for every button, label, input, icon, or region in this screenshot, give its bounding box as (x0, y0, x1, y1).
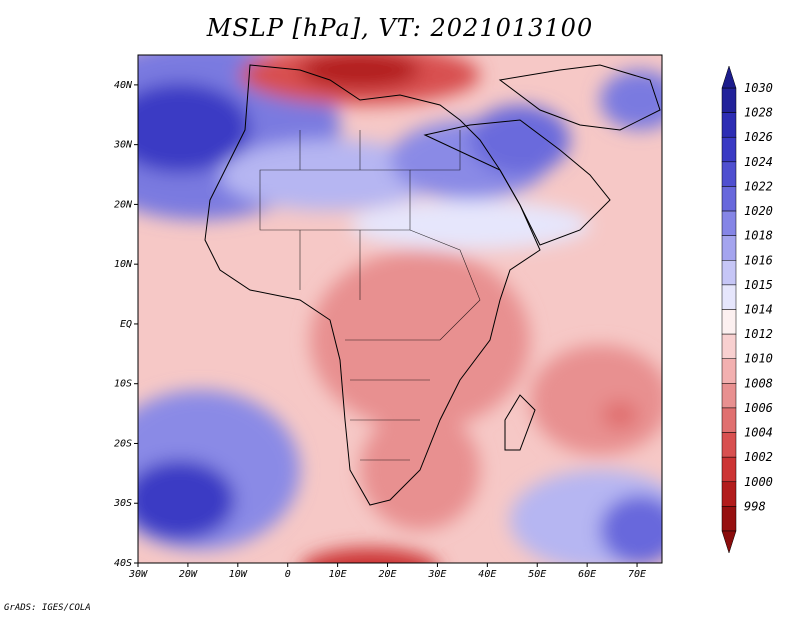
colorbar-label: 1014 (744, 303, 773, 317)
colorbar-label: 1015 (744, 278, 773, 292)
lon-tick-label: 30E (427, 569, 446, 580)
colorbar-label: 1002 (744, 450, 773, 464)
colorbar-label: 1008 (744, 376, 773, 390)
colorbar-swatch (721, 432, 737, 458)
colorbar-swatch (721, 112, 737, 138)
map-axes: 30W 20W 10W 0 10E 20E 30E 40E 50E 60E 70E 40N 30N 20N… (113, 80, 646, 580)
lat-tick-label: 20S (114, 438, 132, 449)
colorbar-bottom-arrow (721, 530, 737, 554)
chart-title: MSLP [hPa], VT: 2021013100 (206, 14, 594, 42)
colorbar-swatch (721, 284, 737, 310)
colorbar-label: 1030 (744, 81, 773, 95)
colorbar-swatch (721, 309, 737, 335)
colorbar-swatch (721, 87, 737, 113)
lat-tick-label: 30N (113, 140, 133, 151)
lat-tick-label: 40S (114, 558, 132, 569)
colorbar-label: 1024 (744, 155, 773, 169)
colorbar-label: 1026 (744, 130, 773, 144)
colorbar-swatch (721, 161, 737, 187)
colorbar-swatch (721, 506, 737, 532)
colorbar-label: 1028 (744, 106, 773, 120)
coastlines (204, 64, 661, 506)
colorbar-swatch (721, 235, 737, 261)
lon-tick-label: 40E (478, 569, 496, 580)
colorbar-swatch (721, 358, 737, 384)
lat-tick-label: EQ (120, 319, 132, 330)
lon-tick-label: 70E (628, 569, 646, 580)
lat-tick-label: 10N (114, 259, 133, 270)
lon-tick-label: 60E (578, 569, 596, 580)
colorbar-label: 1010 (744, 352, 773, 366)
colorbar-swatch (721, 456, 737, 483)
lon-tick-label: 10E (329, 569, 347, 580)
colorbar-swatch (721, 383, 737, 409)
map-frame (137, 54, 663, 564)
colorbar-top-arrow (721, 65, 737, 89)
grads-credit: GrADS: IGES/COLA (4, 603, 91, 613)
lat-tick-label: 10S (114, 379, 132, 390)
lat-tick-label: 20N (114, 199, 133, 210)
colorbar-label: 1004 (744, 426, 773, 440)
colorbar-label: 1000 (744, 475, 773, 489)
colorbar-label: 998 (744, 499, 766, 513)
colorbar-swatch (721, 186, 737, 212)
colorbar: 1030 1028 1026 1024 1022 1020 1018 1016 1015 1014… (721, 65, 773, 554)
colorbar-swatch (721, 136, 737, 163)
country-borders (259, 130, 481, 461)
colorbar-label: 1012 (744, 327, 773, 341)
colorbar-label: 1016 (744, 253, 773, 267)
pressure-field (138, 55, 662, 563)
colorbar-swatch (721, 260, 737, 286)
lon-tick-label: 10W (229, 569, 248, 580)
lon-tick-label: 50E (528, 569, 546, 580)
colorbar-label: 1006 (744, 401, 773, 415)
colorbar-swatch (721, 407, 737, 433)
colorbar-label: 1020 (744, 204, 773, 218)
colorbar-swatch (721, 333, 737, 359)
colorbar-swatch (721, 210, 737, 236)
lat-tick-label: 40N (114, 80, 133, 91)
colorbar-label: 1022 (744, 179, 773, 193)
lon-tick-label: 30W (128, 569, 148, 580)
lon-tick-label: 0 (285, 569, 291, 580)
colorbar-swatch (721, 481, 737, 507)
lon-tick-label: 20W (179, 569, 198, 580)
lon-tick-label: 20E (378, 569, 396, 580)
colorbar-label: 1018 (744, 229, 773, 243)
lat-tick-label: 30S (113, 498, 132, 509)
